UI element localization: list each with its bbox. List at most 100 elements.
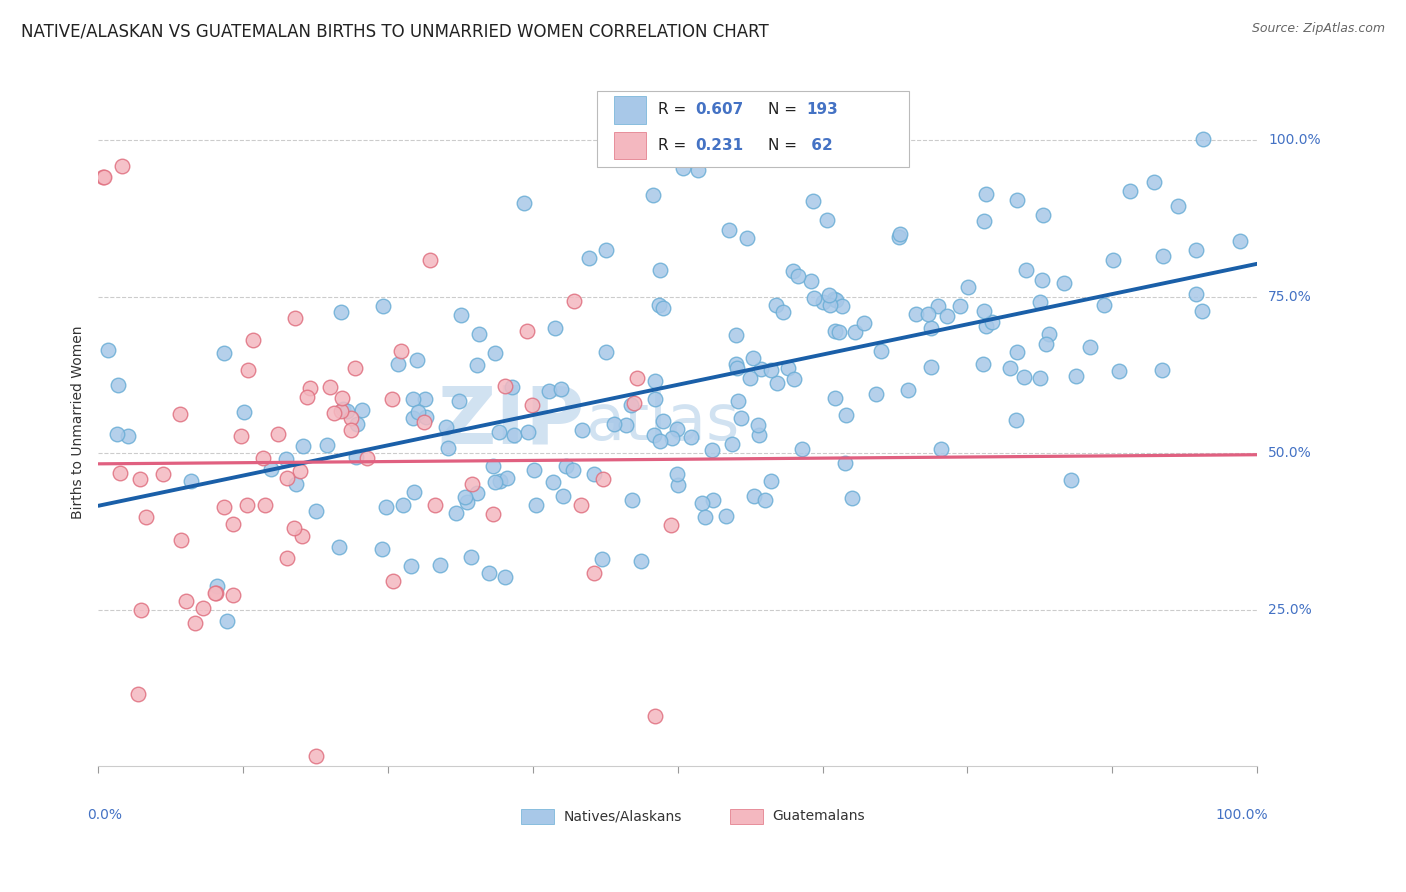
Point — [1150, 363, 1173, 377]
Point — [1007, 193, 1029, 207]
Point — [283, 521, 305, 535]
Point — [831, 299, 853, 313]
Text: 75.0%: 75.0% — [1268, 290, 1312, 303]
Text: 50.0%: 50.0% — [1268, 446, 1312, 460]
Point — [648, 263, 671, 277]
Point — [661, 431, 683, 445]
Text: 193: 193 — [806, 103, 838, 118]
Point — [949, 299, 972, 313]
Point — [852, 316, 875, 330]
Point — [666, 467, 689, 481]
FancyBboxPatch shape — [614, 132, 647, 160]
Point — [824, 324, 846, 338]
Point — [1064, 369, 1087, 384]
Point — [319, 380, 342, 394]
Point — [815, 212, 838, 227]
Point — [823, 293, 845, 307]
Point — [91, 170, 114, 185]
Text: 0.0%: 0.0% — [87, 808, 122, 822]
Point — [1015, 263, 1038, 277]
Point — [1060, 473, 1083, 487]
FancyBboxPatch shape — [614, 96, 647, 124]
Point — [340, 410, 363, 425]
Point — [738, 371, 761, 385]
Point — [406, 353, 429, 368]
Point — [478, 566, 501, 581]
Point — [371, 299, 394, 313]
Point — [603, 417, 626, 432]
Point — [920, 360, 942, 375]
Point — [665, 422, 688, 436]
Point — [524, 499, 547, 513]
Point — [644, 392, 666, 407]
Point — [748, 428, 770, 442]
Text: ZIP: ZIP — [437, 383, 585, 461]
Point — [456, 495, 478, 509]
Point — [482, 507, 505, 521]
Point — [127, 687, 149, 701]
Point — [513, 195, 536, 210]
Point — [406, 405, 429, 419]
Point — [381, 392, 404, 406]
Point — [170, 533, 193, 547]
Point — [595, 345, 617, 359]
Point — [648, 298, 671, 312]
Point — [444, 507, 467, 521]
Point — [292, 439, 315, 453]
Point — [494, 378, 516, 392]
Point — [544, 321, 567, 335]
Point — [489, 474, 512, 488]
Point — [803, 292, 825, 306]
Point — [285, 477, 308, 491]
Point — [152, 467, 174, 482]
Point — [695, 510, 717, 524]
Point — [252, 450, 274, 465]
Point — [1119, 184, 1142, 198]
Point — [702, 493, 724, 508]
Point — [93, 169, 115, 184]
Point — [592, 472, 614, 486]
Point — [1108, 364, 1130, 378]
Point — [749, 361, 772, 376]
Point — [212, 500, 235, 515]
Point — [1028, 295, 1050, 310]
Point — [135, 510, 157, 524]
Point — [276, 471, 298, 485]
FancyBboxPatch shape — [730, 808, 763, 823]
Point — [835, 408, 858, 422]
Point — [1012, 369, 1035, 384]
Point — [731, 137, 754, 152]
Point — [620, 398, 643, 412]
Text: 25.0%: 25.0% — [1268, 603, 1312, 617]
Point — [450, 308, 472, 322]
Point — [413, 415, 436, 429]
Point — [1038, 327, 1060, 342]
Point — [626, 370, 648, 384]
Text: N =: N = — [768, 103, 801, 118]
Point — [550, 382, 572, 396]
Point — [523, 463, 546, 477]
Point — [623, 395, 645, 409]
Point — [765, 298, 787, 312]
Point — [274, 451, 297, 466]
Text: 62: 62 — [806, 138, 832, 153]
Point — [437, 441, 460, 455]
Point — [571, 498, 593, 512]
Point — [343, 360, 366, 375]
Point — [332, 401, 354, 416]
Point — [725, 361, 748, 376]
Point — [800, 274, 823, 288]
Point — [578, 251, 600, 265]
Point — [887, 230, 910, 244]
Point — [772, 305, 794, 319]
Text: NATIVE/ALASKAN VS GUATEMALAN BIRTHS TO UNMARRIED WOMEN CORRELATION CHART: NATIVE/ALASKAN VS GUATEMALAN BIRTHS TO U… — [21, 22, 769, 40]
Point — [801, 194, 824, 208]
Text: Guatemalans: Guatemalans — [772, 809, 865, 823]
Point — [382, 574, 405, 588]
Point — [724, 328, 747, 343]
Text: R =: R = — [658, 103, 692, 118]
Point — [972, 357, 994, 371]
Point — [844, 325, 866, 339]
Point — [323, 406, 346, 420]
Point — [516, 425, 538, 440]
